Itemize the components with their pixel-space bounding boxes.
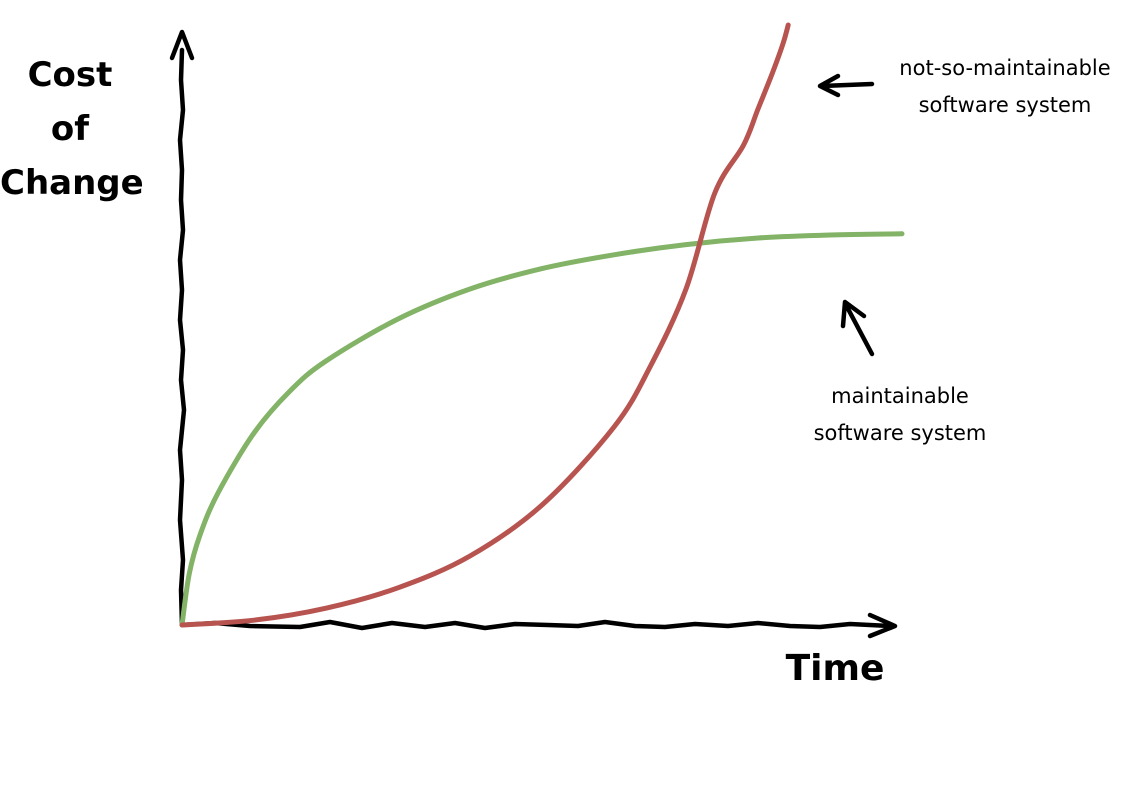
annotation-arrowhead-maintainable: [840, 299, 867, 329]
y-axis-arrowhead: [169, 29, 195, 61]
annotation-arrowhead-not-so-maintainable: [817, 73, 841, 98]
y-axis-label: Cost of Change: [0, 55, 144, 203]
annotation-arrow-not-so-maintainable: [819, 81, 875, 89]
y-axis-line: [177, 47, 187, 628]
x-axis-arrowhead: [867, 612, 898, 639]
annotation-maintainable: maintainable software system: [813, 384, 987, 445]
x-axis-line: [179, 619, 893, 631]
annotation-not-so-maintainable: not-so-maintainable software system: [899, 56, 1111, 117]
series-line-not-so-maintainable: [179, 22, 791, 628]
x-axis-label: Time: [785, 648, 885, 689]
series-line-maintainable: [179, 231, 905, 628]
annotation-arrow-maintainable: [843, 302, 875, 357]
